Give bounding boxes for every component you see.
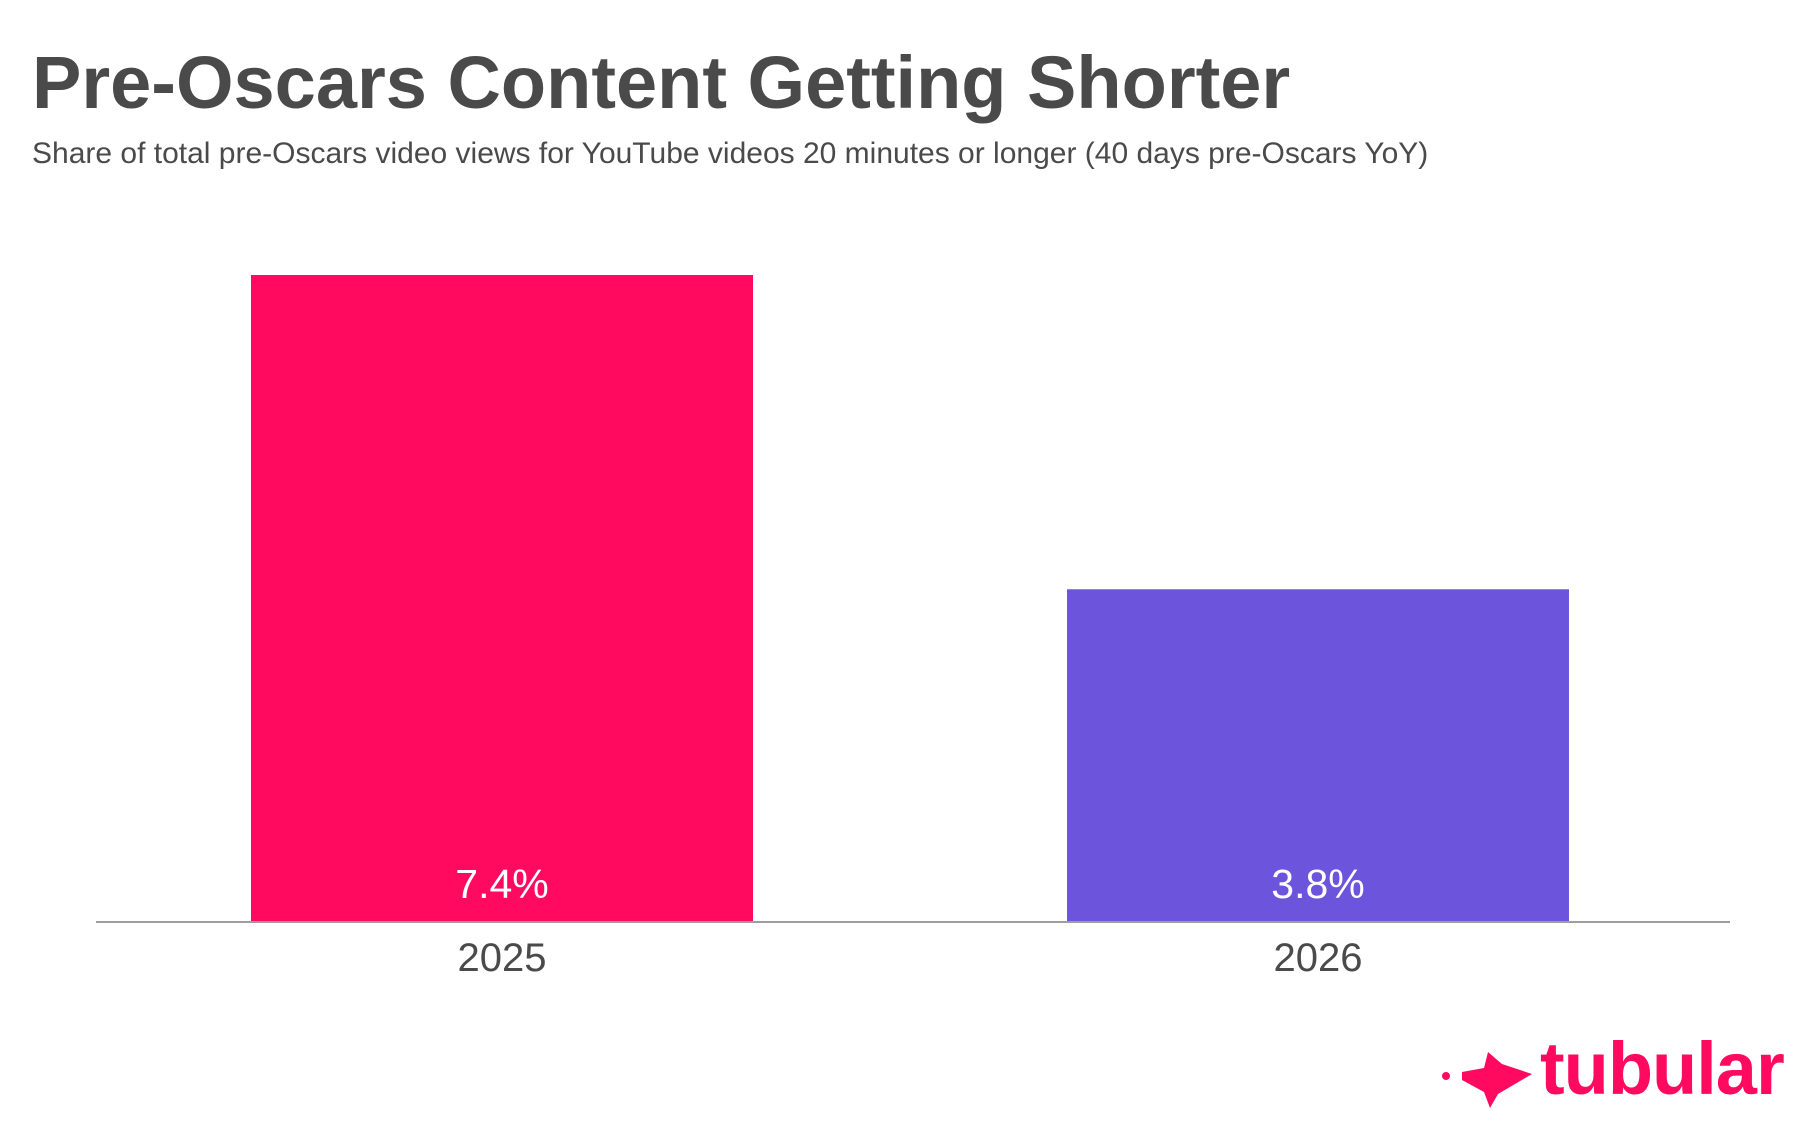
value-label-2026: 3.8% — [1271, 861, 1364, 907]
chart-subtitle: Share of total pre-Oscars video views fo… — [32, 137, 1429, 170]
value-label-2025: 7.4% — [455, 861, 548, 907]
bars-group — [251, 275, 1569, 921]
bar-2026 — [1067, 589, 1569, 921]
bar-2025 — [251, 275, 753, 921]
value-labels-group: 7.4% 3.8% — [455, 861, 1364, 907]
x-tick-label-2026: 2026 — [1274, 936, 1363, 980]
tubular-fish-logo-icon — [1442, 1052, 1532, 1108]
x-tick-labels-group: 2025 2026 — [458, 936, 1363, 980]
tubular-wordmark: tubular — [1540, 1027, 1785, 1110]
x-tick-label-2025: 2025 — [458, 936, 547, 980]
chart-title: Pre-Oscars Content Getting Shorter — [32, 41, 1291, 124]
tubular-logo: tubular — [1440, 1027, 1790, 1116]
